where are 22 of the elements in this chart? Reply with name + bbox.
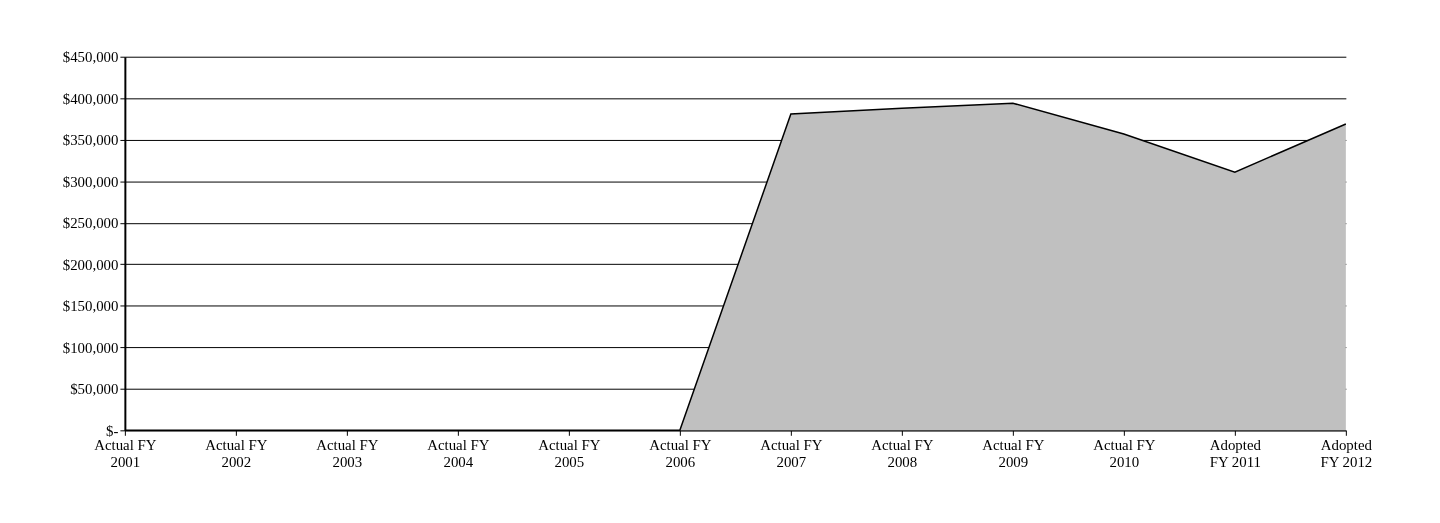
x-tick-label: Actual FY 2008 <box>871 436 934 471</box>
y-tick-label: $200,000 <box>62 256 119 273</box>
x-tick-label: Actual FY 2010 <box>1093 436 1156 471</box>
y-tick-label: $- <box>106 422 119 439</box>
x-tick-label: Actual FY 2004 <box>427 436 490 471</box>
x-tick-label: Actual FY 2009 <box>982 436 1045 471</box>
x-tick-label: Actual FY 2005 <box>538 436 601 471</box>
x-tick-label: Actual FY 2001 <box>94 436 157 471</box>
y-tick-label: $350,000 <box>62 132 119 149</box>
y-tick-label: $100,000 <box>62 339 119 356</box>
x-tick-label: Actual FY 2003 <box>316 436 379 471</box>
y-tick-label: $400,000 <box>62 90 119 107</box>
y-tick-label: $150,000 <box>62 298 119 315</box>
x-tick-label: Actual FY 2006 <box>649 436 712 471</box>
y-tick-label: $300,000 <box>62 173 119 190</box>
y-tick-label: $450,000 <box>62 49 119 66</box>
x-tick-label: Adopted FY 2011 <box>1209 436 1262 471</box>
y-tick-label: $50,000 <box>70 381 119 398</box>
x-tick-label: Actual FY 2002 <box>205 436 268 471</box>
x-tick-label: Adopted FY 2012 <box>1320 436 1373 471</box>
x-tick-label: Actual FY 2007 <box>760 436 823 471</box>
y-tick-label: $250,000 <box>62 215 119 232</box>
